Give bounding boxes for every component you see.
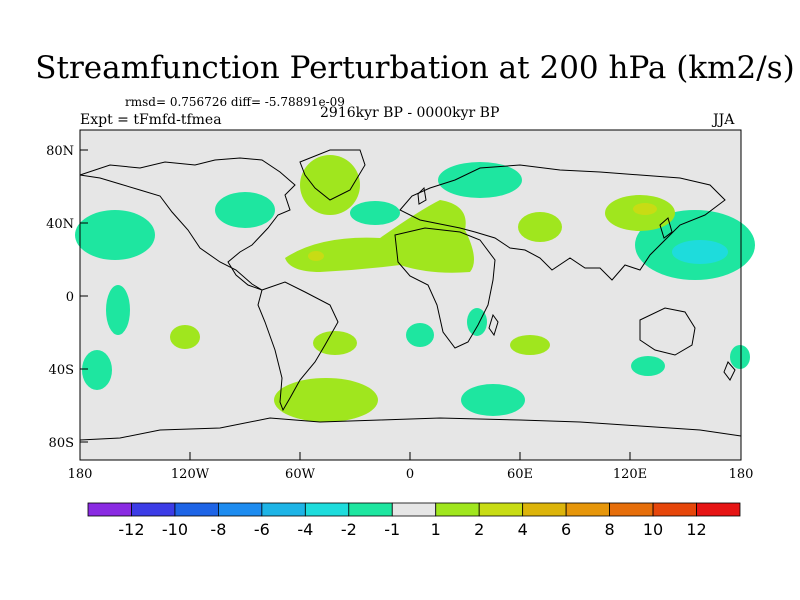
coastline-japan bbox=[659, 217, 673, 239]
lon-label: 0 bbox=[406, 467, 414, 482]
contour-patch bbox=[631, 356, 665, 376]
colorbar-label: -10 bbox=[162, 520, 188, 539]
coastline-africa bbox=[394, 227, 496, 349]
contour-patch bbox=[82, 350, 112, 390]
colorbar-label: 1 bbox=[431, 520, 441, 539]
contour-patch bbox=[274, 378, 378, 422]
coastline-uk bbox=[417, 186, 427, 205]
lat-label: 40N bbox=[46, 217, 74, 232]
colorbar-swatch bbox=[391, 502, 437, 517]
contour-patch bbox=[467, 308, 487, 336]
map-background bbox=[80, 130, 741, 460]
contour-fills bbox=[75, 155, 755, 422]
contour-patch bbox=[518, 212, 562, 242]
colorbar-swatch bbox=[217, 502, 263, 517]
colorbar-swatch bbox=[609, 502, 654, 517]
contour-patch bbox=[285, 200, 474, 273]
colorbar-label: -4 bbox=[297, 520, 313, 539]
contour-patch bbox=[106, 285, 130, 335]
lat-label: 40S bbox=[49, 363, 74, 378]
colorbar-swatch bbox=[131, 502, 176, 517]
lon-label: 60E bbox=[507, 467, 533, 482]
lon-ticks bbox=[79, 452, 742, 460]
lon-label: 180 bbox=[68, 467, 93, 482]
colorbar-label: 12 bbox=[686, 520, 706, 539]
colorbar-swatch bbox=[304, 502, 350, 517]
contour-patch bbox=[170, 325, 200, 349]
coastlines bbox=[79, 149, 742, 441]
lon-label: 120E bbox=[613, 467, 647, 482]
coastline-eurasia bbox=[399, 164, 726, 281]
colorbar-label: -6 bbox=[254, 520, 270, 539]
colorbar-label: -2 bbox=[341, 520, 357, 539]
contour-patch bbox=[510, 335, 550, 355]
coastline-australia bbox=[639, 307, 696, 356]
contour-patch bbox=[350, 201, 400, 225]
lon-label: 180 bbox=[729, 467, 754, 482]
lon-label: 120W bbox=[171, 467, 210, 482]
coastline-north-america bbox=[79, 157, 296, 291]
colorbar-swatch bbox=[696, 502, 741, 517]
colorbar-swatch bbox=[435, 502, 480, 517]
stats-label: rmsd= 0.756726 diff= -5.78891e-09 bbox=[125, 95, 345, 109]
contour-patch bbox=[730, 345, 750, 369]
coastline-south-america bbox=[257, 281, 339, 412]
colorbar-label: -12 bbox=[118, 520, 144, 539]
lat-label: 80N bbox=[46, 144, 74, 159]
contour-patch bbox=[313, 331, 357, 355]
lat-label: 0 bbox=[66, 290, 74, 305]
lat-label: 80S bbox=[49, 436, 74, 451]
experiment-label: Expt = tFmfd-tfmea bbox=[80, 112, 222, 128]
colorbar-swatch bbox=[478, 502, 524, 517]
contour-patch bbox=[672, 240, 728, 264]
contour-patch bbox=[308, 251, 324, 261]
lat-ticks bbox=[80, 149, 88, 443]
colorbar-swatch bbox=[652, 502, 697, 517]
contour-patch bbox=[633, 203, 657, 215]
plot-title: Streamfunction Perturbation at 200 hPa (… bbox=[35, 50, 795, 86]
coastline-antarctica bbox=[79, 417, 742, 441]
colorbar-swatch bbox=[348, 502, 393, 517]
colorbar-swatch bbox=[522, 502, 567, 517]
contour-patch bbox=[300, 155, 360, 215]
colorbar-swatch bbox=[565, 502, 611, 517]
coastline-new-zealand bbox=[723, 361, 736, 381]
colorbar-label: 2 bbox=[474, 520, 484, 539]
colorbar-label: -8 bbox=[210, 520, 226, 539]
lon-label: 60W bbox=[285, 467, 316, 482]
contour-patch bbox=[438, 162, 522, 198]
period-label: 2916kyr BP - 0000kyr BP bbox=[320, 105, 500, 121]
colorbar-swatch bbox=[87, 502, 132, 517]
colorbar-label: 4 bbox=[518, 520, 528, 539]
contour-patch bbox=[75, 210, 155, 260]
colorbar-labels: -12 -10 -8 -6 -4 -2 -1 1 2 4 6 8 10 12 bbox=[118, 520, 706, 539]
colorbar-label: 8 bbox=[605, 520, 615, 539]
season-label: JJA bbox=[713, 112, 735, 128]
colorbar-label: 10 bbox=[643, 520, 663, 539]
colorbar-label: -1 bbox=[384, 520, 400, 539]
contour-patch bbox=[461, 384, 525, 416]
colorbar-swatch bbox=[261, 502, 306, 517]
colorbar-swatch bbox=[174, 502, 219, 517]
coastline-madagascar bbox=[488, 313, 499, 337]
contour-patch bbox=[215, 192, 275, 228]
coastline-greenland bbox=[299, 149, 366, 201]
contour-patch bbox=[406, 323, 434, 347]
colorbar bbox=[87, 502, 741, 517]
colorbar-label: 6 bbox=[561, 520, 571, 539]
